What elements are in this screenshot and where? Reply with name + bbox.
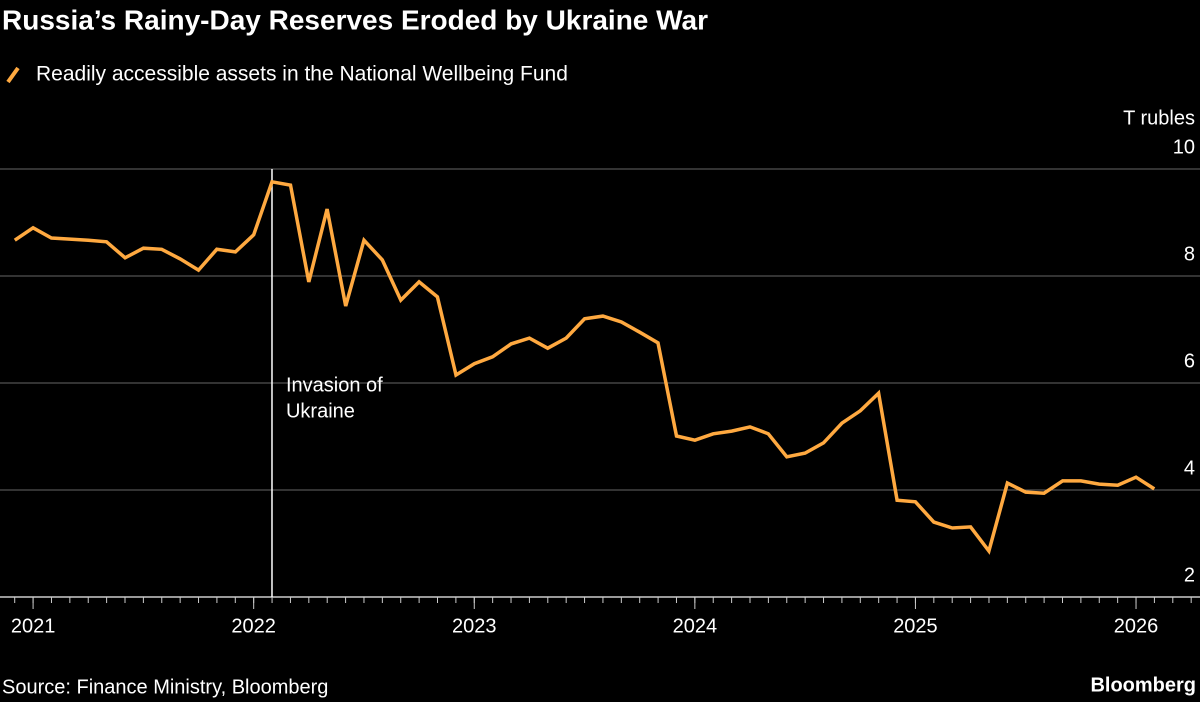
brand: Bloomberg bbox=[1090, 674, 1196, 696]
y-axis-label: T rubles bbox=[1123, 107, 1195, 129]
y-tick-label: 2 bbox=[1184, 564, 1195, 586]
legend-label: Readily accessible assets in the Nationa… bbox=[36, 63, 568, 86]
data-line bbox=[13, 179, 1156, 555]
x-tick-label: 2022 bbox=[231, 615, 276, 637]
y-tick-label: 4 bbox=[1184, 457, 1195, 479]
source: Source: Finance Ministry, Bloomberg bbox=[2, 676, 328, 698]
x-tick-label: 2026 bbox=[1114, 615, 1159, 637]
x-tick-label: 2023 bbox=[452, 615, 497, 637]
x-tick-label: 2025 bbox=[893, 615, 938, 637]
x-tick-label: 2024 bbox=[673, 615, 718, 637]
y-tick-label: 6 bbox=[1184, 350, 1195, 372]
annotation-text: Invasion of bbox=[286, 374, 383, 396]
legend-swatch bbox=[6, 66, 20, 84]
x-tick-label: 2021 bbox=[11, 615, 56, 637]
annotation-text: Ukraine bbox=[286, 400, 355, 422]
y-tick-label: 10 bbox=[1173, 136, 1195, 158]
chart-title: Russia’s Rainy-Day Reserves Eroded by Uk… bbox=[2, 4, 708, 35]
y-tick-label: 8 bbox=[1184, 243, 1195, 265]
